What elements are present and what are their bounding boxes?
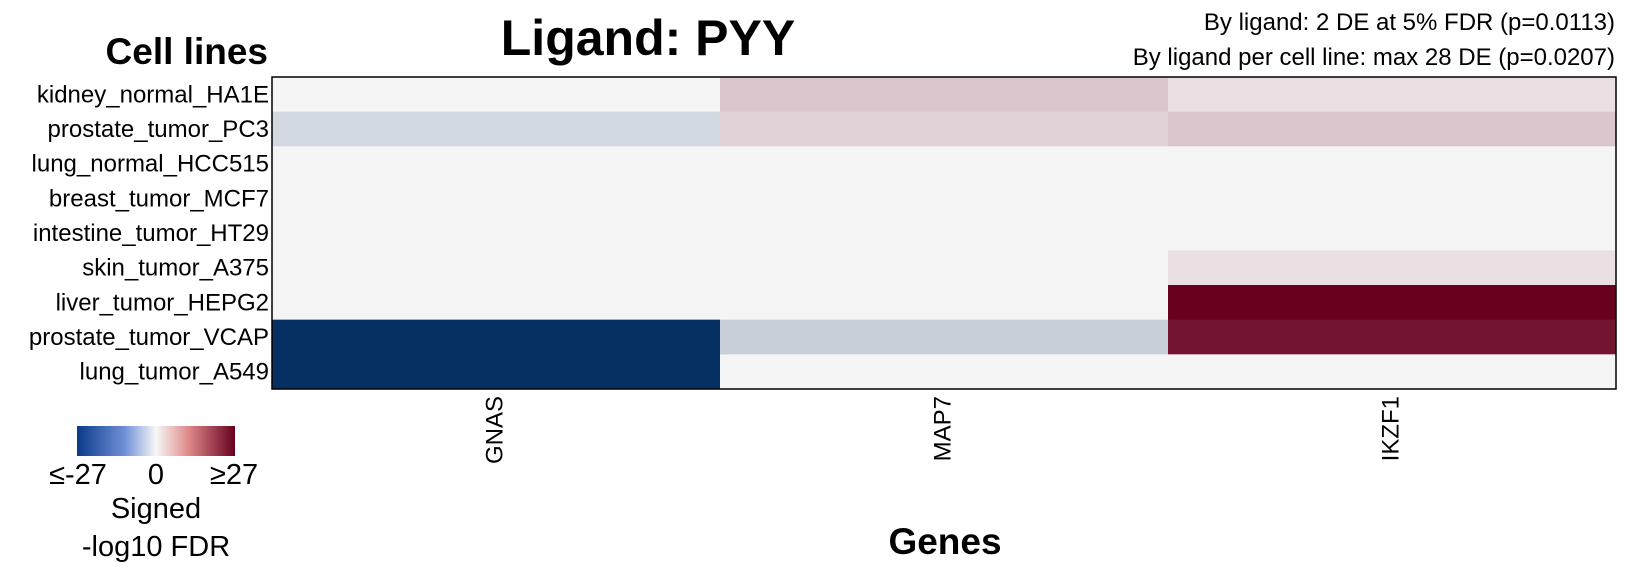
heatmap-cell [1168,285,1617,321]
heatmap-cells [272,77,1617,390]
heatmap-cell [272,215,721,251]
heatmap-cell [1168,146,1617,182]
chart-title: Ligand: PYY [501,10,795,66]
heatmap-cell [1168,319,1617,355]
row-label: lung_normal_HCC515 [32,151,269,178]
subtitle-line-2: By ligand per cell line: max 28 DE (p=0.… [1133,44,1615,71]
heatmap-cell [272,77,721,113]
heatmap-cell [1168,111,1617,147]
row-label: intestine_tumor_HT29 [33,220,269,247]
column-label: GNAS [481,396,508,464]
heatmap-cell [720,146,1169,182]
legend-min-label: ≤-27 [49,459,107,491]
heatmap-cell [272,181,721,217]
column-labels: GNAS MAP7 IKZF1 [481,396,1404,464]
x-axis-title: Genes [888,521,1001,562]
heatmap-cell [720,354,1169,390]
heatmap-cell [720,319,1169,355]
heatmap-cell [720,215,1169,251]
legend-title-line-1: Signed [111,493,201,525]
row-label: skin_tumor_A375 [82,255,269,282]
column-label: IKZF1 [1377,396,1404,461]
legend-color-bar [77,426,235,456]
heatmap-cell [1168,181,1617,217]
row-label: prostate_tumor_PC3 [48,116,269,143]
heatmap-cell [272,146,721,182]
heatmap-cell [272,319,721,355]
row-label: lung_tumor_A549 [80,359,269,386]
heatmap-cell [1168,250,1617,286]
heatmap-cell [272,250,721,286]
heatmap-cell [720,285,1169,321]
heatmap-cell [1168,77,1617,113]
row-label: prostate_tumor_VCAP [29,324,269,351]
heatmap-cell [272,285,721,321]
heatmap-cell [272,111,721,147]
subtitle-line-1: By ligand: 2 DE at 5% FDR (p=0.0113) [1204,9,1615,36]
row-label: liver_tumor_HEPG2 [56,289,269,316]
heatmap-border [271,76,1617,390]
heatmap-cell [720,77,1169,113]
legend-max-label: ≥27 [210,459,258,491]
y-axis-title: Cell lines [106,31,268,72]
row-labels: kidney_normal_HA1E prostate_tumor_PC3lung… [29,81,269,385]
column-label: MAP7 [929,396,956,461]
legend-mid-label: 0 [148,459,164,491]
heatmap-cell [720,111,1169,147]
heatmap-cell [1168,354,1617,390]
heatmap-cell [272,354,721,390]
row-label: kidney_normal_HA1E [37,81,269,108]
heatmap-cell [1168,215,1617,251]
row-label: breast_tumor_MCF7 [49,185,269,212]
heatmap-cell [720,181,1169,217]
heatmap-cell [720,250,1169,286]
legend-title-line-2: -log10 FDR [82,531,230,563]
